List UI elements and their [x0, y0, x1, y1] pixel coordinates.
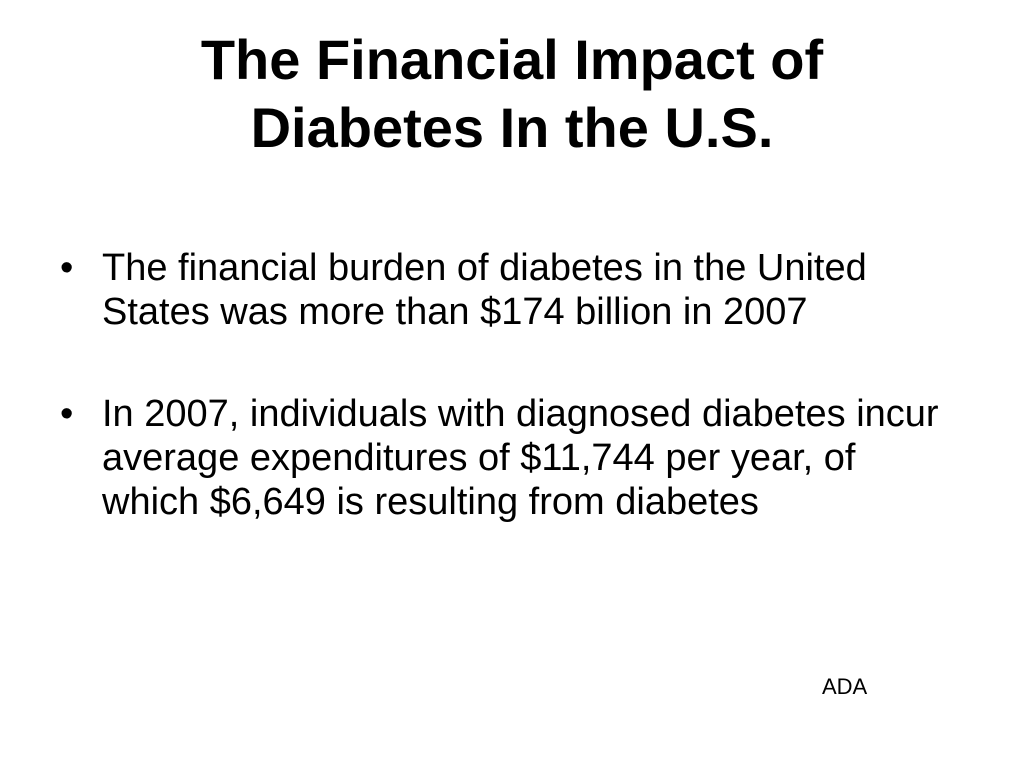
bullet-list: • The financial burden of diabetes in th… [60, 246, 960, 524]
slide-title: The Financial Impact of Diabetes In the … [0, 26, 1024, 162]
bullet-text: In 2007, individuals with diagnosed diab… [102, 393, 939, 523]
slide-title-line-2: Diabetes In the U.S. [250, 96, 774, 159]
slide-title-line-1: The Financial Impact of [200, 28, 824, 91]
bullet-marker: • [60, 247, 74, 289]
bullet-item-individual-expenditures: • In 2007, individuals with diagnosed di… [60, 392, 960, 524]
bullet-item-financial-burden: • The financial burden of diabetes in th… [60, 246, 960, 334]
source-citation: ADA [822, 674, 868, 699]
bullet-marker: • [60, 393, 74, 435]
bullet-text: The financial burden of diabetes in the … [102, 247, 867, 333]
